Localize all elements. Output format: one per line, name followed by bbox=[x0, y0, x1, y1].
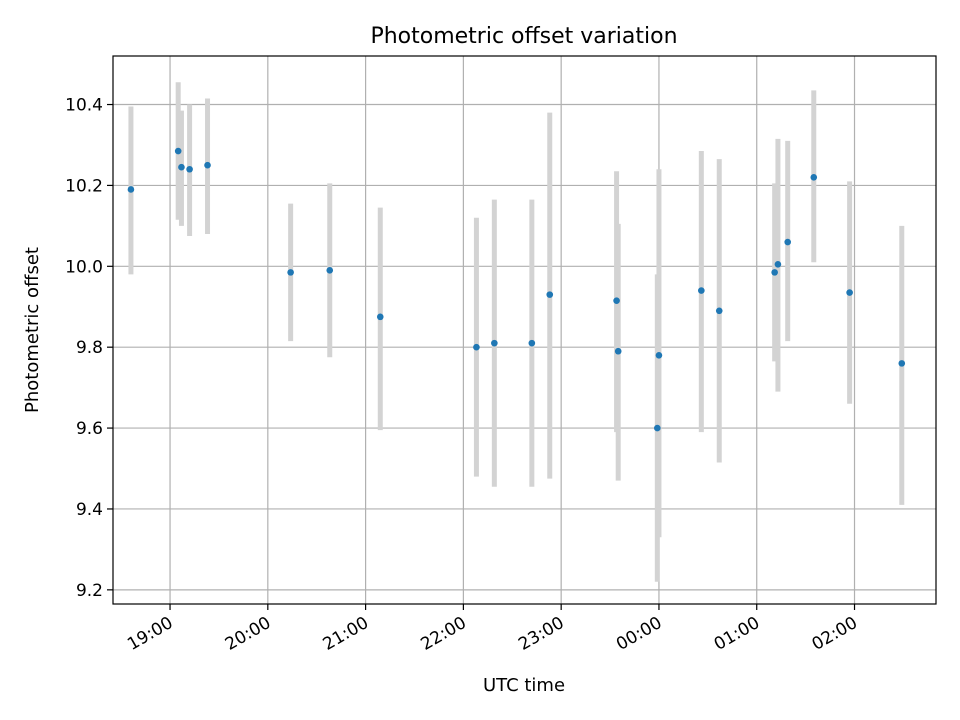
data-point bbox=[528, 339, 536, 347]
x-tick-label: 01:00 bbox=[711, 613, 763, 655]
error-bars bbox=[128, 82, 905, 582]
y-axis-label: Photometric offset bbox=[22, 247, 43, 413]
data-point bbox=[376, 313, 384, 321]
data-point bbox=[326, 267, 334, 274]
data-point bbox=[784, 238, 791, 246]
x-tick-label: 21:00 bbox=[320, 613, 372, 655]
y-tick-label: 9.8 bbox=[76, 338, 103, 358]
data-point bbox=[473, 343, 480, 351]
data-point bbox=[846, 289, 853, 296]
data-point bbox=[898, 360, 906, 367]
data-point bbox=[698, 287, 705, 294]
y-tick-label: 9.4 bbox=[76, 500, 103, 520]
x-tick-label: 19:00 bbox=[124, 613, 176, 655]
data-point bbox=[654, 424, 661, 432]
y-tick-label: 10.2 bbox=[65, 176, 103, 196]
data-point bbox=[614, 347, 622, 355]
x-tick-label: 22:00 bbox=[417, 613, 469, 655]
data-point bbox=[204, 161, 211, 169]
data-point bbox=[715, 307, 723, 315]
y-tick-label: 9.2 bbox=[76, 581, 103, 601]
data-point bbox=[771, 269, 778, 276]
y-tick-label: 10.0 bbox=[65, 257, 103, 277]
x-tick-label: 20:00 bbox=[222, 613, 274, 655]
x-axis-label: UTC time bbox=[483, 675, 565, 696]
x-tick-label: 00:00 bbox=[613, 613, 665, 655]
data-points bbox=[127, 147, 906, 432]
data-point bbox=[178, 163, 185, 171]
data-point bbox=[546, 291, 554, 298]
data-point bbox=[186, 165, 193, 173]
data-point bbox=[174, 147, 182, 155]
data-point bbox=[774, 260, 782, 268]
x-tick-label: 02:00 bbox=[809, 613, 861, 655]
y-tick-label: 10.4 bbox=[65, 96, 103, 116]
data-point bbox=[127, 186, 135, 193]
data-point bbox=[491, 339, 498, 347]
x-tick-label: 23:00 bbox=[515, 613, 567, 655]
chart-title: Photometric offset variation bbox=[370, 24, 677, 49]
data-point bbox=[810, 174, 818, 181]
y-tick-label: 9.6 bbox=[76, 419, 103, 439]
plot-frame bbox=[112, 55, 937, 605]
data-point bbox=[613, 297, 620, 304]
data-point bbox=[287, 269, 294, 276]
data-point bbox=[655, 351, 663, 359]
